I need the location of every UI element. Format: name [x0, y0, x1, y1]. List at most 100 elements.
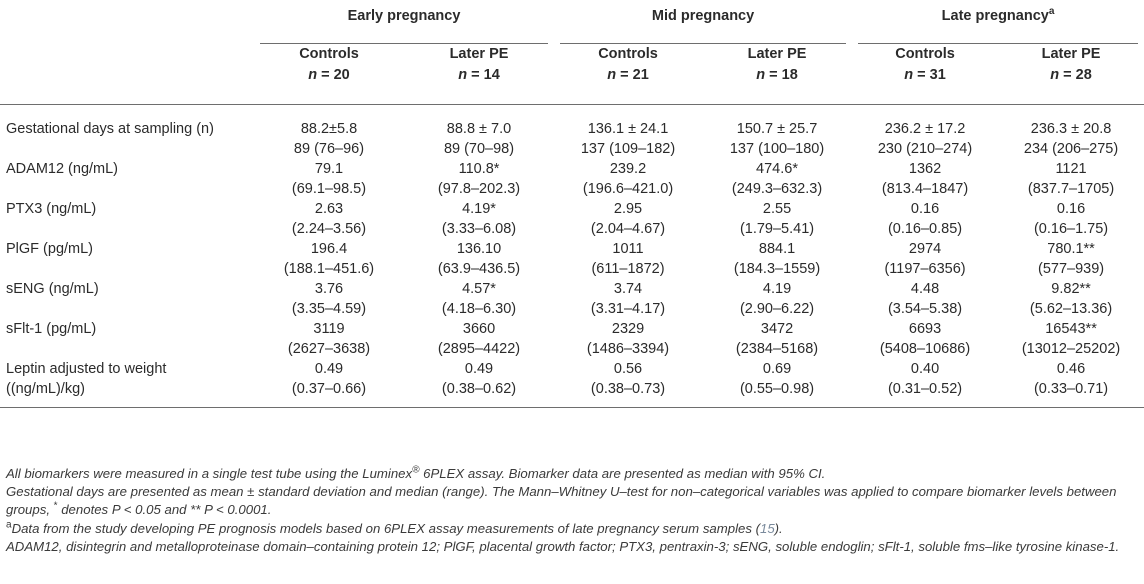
value-main: 1362 [908, 161, 942, 177]
value-cell: 1121 (837.7–1705) [998, 159, 1144, 199]
value-main: 236.3 ± 20.8 [1030, 121, 1112, 137]
value-cell: 236.3 ± 20.8 234 (206–275) [998, 105, 1144, 160]
value-range: 89 (70–98) [443, 141, 515, 157]
value-cell: 474.6* (249.3–632.3) [702, 159, 852, 199]
value-main: 0.16 [910, 201, 940, 217]
value-main: 236.2 ± 17.2 [884, 121, 966, 137]
value-range: 234 (206–275) [1023, 141, 1119, 157]
group-label: Early pregnancy [347, 8, 461, 24]
value-range: (4.18–6.30) [441, 301, 517, 317]
table-footnotes: All biomarkers were measured in a single… [6, 465, 1140, 556]
subheader-cell: Controls n = 20 [254, 44, 404, 105]
value-main: 2329 [611, 321, 645, 337]
value-range: (1.79–5.41) [739, 221, 815, 237]
value-cell: 150.7 ± 25.7 137 (100–180) [702, 105, 852, 160]
value-main: 1011 [612, 241, 644, 257]
value-cell: 884.1 (184.3–1559) [702, 239, 852, 279]
value-range: (577–939) [1037, 261, 1105, 277]
value-main: 2.55 [762, 201, 792, 217]
row-label: ADAM12 (ng/mL) [0, 159, 254, 199]
value-range: (2.04–4.67) [590, 221, 666, 237]
value-cell: 2329 (1486–3394) [554, 319, 702, 359]
value-main: 0.46 [1056, 361, 1086, 377]
subheader-cell: Later PE n = 14 [404, 44, 555, 105]
reference-link[interactable]: 15 [759, 520, 775, 536]
value-cell: 136.10 (63.9–436.5) [404, 239, 554, 279]
subheader-name: Later PE [1041, 46, 1101, 62]
subheader-name: Later PE [747, 46, 807, 62]
value-cell: 79.1 (69.1–98.5) [254, 159, 404, 199]
value-range: (5.62–13.36) [1029, 301, 1113, 317]
corner-cell [0, 0, 254, 44]
table-row: Leptin adjusted to weight ((ng/mL)/kg) 0.4… [0, 359, 1144, 408]
value-main: 2.95 [613, 201, 643, 217]
value-range: (611–1872) [591, 261, 665, 277]
value-range: 230 (210–274) [877, 141, 973, 157]
value-cell: 16543** (13012–25202) [998, 319, 1144, 359]
value-main: 1121 [1055, 161, 1087, 177]
row-label: Leptin adjusted to weight ((ng/mL)/kg) [0, 359, 254, 408]
row-label: sFlt-1 (pg/mL) [0, 319, 254, 359]
value-range: (1197–6356) [884, 261, 966, 277]
subheader-cell: Controls n = 21 [554, 44, 703, 105]
value-cell: 0.16 (0.16–0.85) [852, 199, 998, 239]
value-range: (837.7–1705) [1027, 181, 1115, 197]
row-label-text: PlGF (pg/mL) [6, 241, 94, 257]
value-cell: 4.57* (4.18–6.30) [404, 279, 554, 319]
value-range: (2.90–6.22) [739, 301, 815, 317]
value-cell: 88.8 ± 7.0 89 (70–98) [404, 105, 554, 160]
value-range: (63.9–436.5) [437, 261, 521, 277]
value-main: 2.63 [314, 201, 344, 217]
subheader-cell: Later PE n = 18 [702, 44, 853, 105]
footnote-marker: a [1048, 6, 1055, 18]
value-cell: 0.56 (0.38–0.73) [554, 359, 703, 408]
value-cell: 3119 (2627–3638) [254, 319, 404, 359]
value-cell: 6693 (5408–10686) [852, 319, 998, 359]
value-cell: 4.19 (2.90–6.22) [702, 279, 852, 319]
value-main: 239.2 [609, 161, 647, 177]
value-range: 89 (76–96) [293, 141, 365, 157]
value-main: 3.76 [314, 281, 344, 297]
value-cell: 0.16 (0.16–1.75) [998, 199, 1144, 239]
value-range: (3.31–4.17) [590, 301, 666, 317]
value-cell: 236.2 ± 17.2 230 (210–274) [852, 105, 998, 160]
value-main: 3472 [760, 321, 794, 337]
value-cell: 3.74 (3.31–4.17) [554, 279, 702, 319]
row-label: sENG (ng/mL) [0, 279, 254, 319]
value-cell: 3472 (2384–5168) [702, 319, 852, 359]
value-range: (0.38–0.62) [441, 381, 517, 397]
row-label: PlGF (pg/mL) [0, 239, 254, 279]
value-range: (2627–3638) [287, 341, 371, 357]
value-range: 137 (100–180) [729, 141, 825, 157]
footnote-2: Gestational days are presented as mean ±… [6, 484, 1117, 518]
subheader-cell: Controls n = 31 [852, 44, 999, 105]
value-range: (0.16–0.85) [887, 221, 963, 237]
subheader-row: Controls n = 20 Later PE n = 14 Controls n … [0, 44, 1144, 105]
value-cell: 0.46 (0.33–0.71) [998, 359, 1144, 408]
value-main: 88.8 ± 7.0 [446, 121, 512, 137]
value-range: (5408–10686) [879, 341, 971, 357]
value-main: 780.1** [1047, 241, 1095, 257]
value-cell: 0.49 (0.37–0.66) [254, 359, 404, 408]
table-row: sFlt-1 (pg/mL) 3119 (2627–3638) 3660 (2895–4… [0, 319, 1144, 359]
value-main: 136.1 ± 24.1 [587, 121, 669, 137]
biomarker-table: Early pregnancy Mid pregnancy Late pregn… [0, 0, 1144, 408]
value-range: (1486–3394) [586, 341, 670, 357]
value-cell: 0.40 (0.31–0.52) [852, 359, 999, 408]
footnote-1: All biomarkers were measured in a single… [6, 464, 826, 481]
row-label-unit: ((ng/mL)/kg) [6, 381, 85, 397]
value-main: 136.10 [456, 241, 502, 257]
value-range: (184.3–1559) [733, 261, 821, 277]
row-label-text: sFlt-1 (pg/mL) [6, 321, 97, 337]
value-main: 3119 [313, 321, 345, 337]
value-range: (0.33–0.71) [1033, 381, 1109, 397]
value-main: 0.49 [464, 361, 494, 377]
value-range: (69.1–98.5) [291, 181, 367, 197]
subheader-n: n = 20 [308, 67, 350, 83]
value-main: 9.82** [1051, 281, 1091, 297]
subheader-n: n = 21 [607, 67, 649, 83]
value-main: 196.4 [310, 241, 348, 257]
row-label-text: Gestational days at sampling (n) [6, 121, 214, 137]
value-main: 2974 [908, 241, 942, 257]
